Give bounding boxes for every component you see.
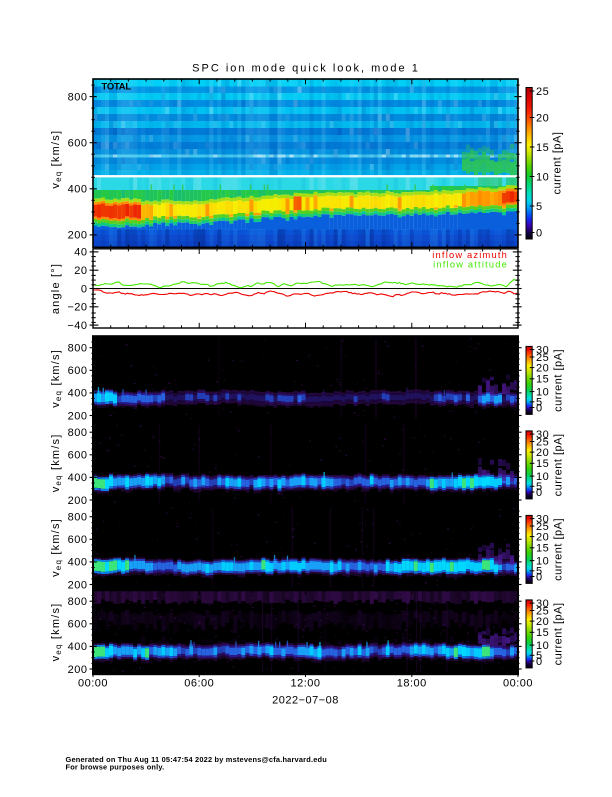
svg-text:inflow attitude: inflow attitude bbox=[433, 259, 508, 269]
svg-text:SPC ion mode quick look, mode: SPC ion mode quick look, mode 1 bbox=[192, 63, 420, 75]
